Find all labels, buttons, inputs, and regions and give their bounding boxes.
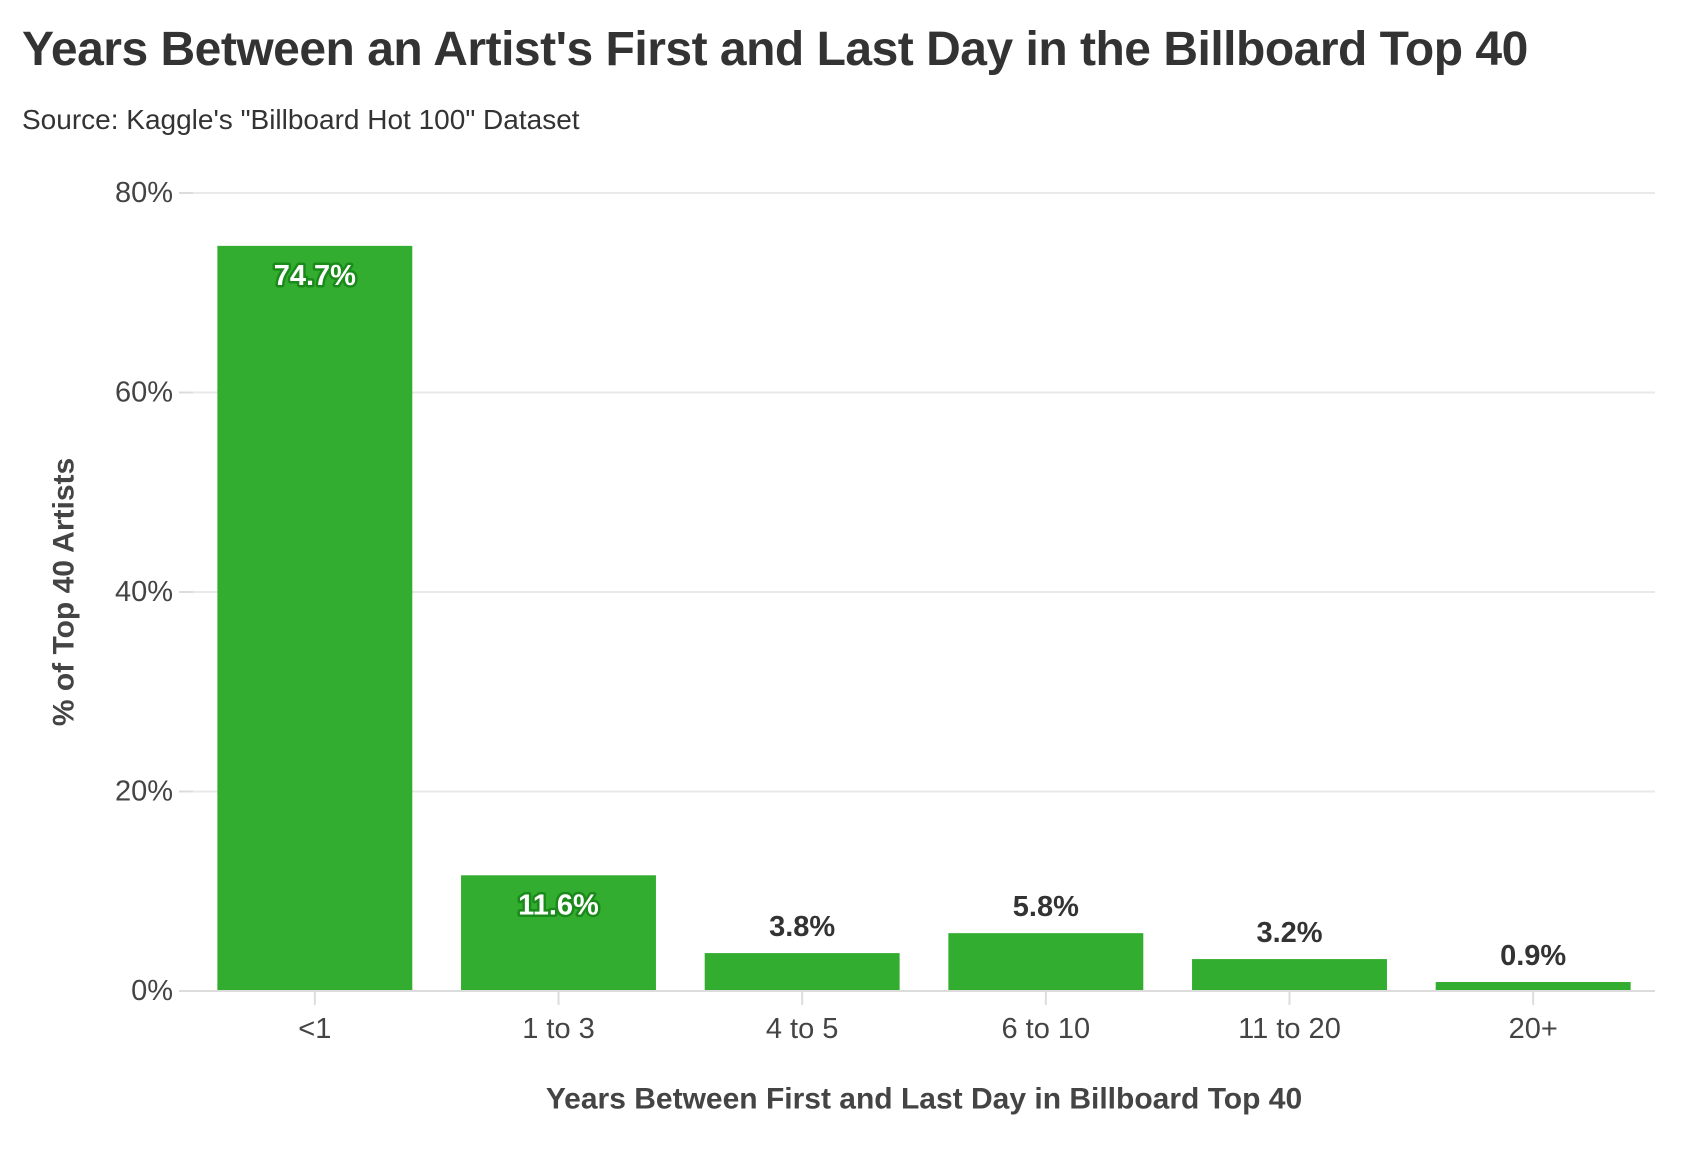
y-tick-label: 20% (115, 776, 173, 808)
data-label: 3.2% (1256, 917, 1322, 949)
y-tick-label: 40% (115, 576, 173, 608)
x-tick-label: <1 (298, 1013, 331, 1045)
bar (948, 933, 1144, 991)
chart-subtitle: Source: Kaggle's "Billboard Hot 100" Dat… (22, 104, 580, 135)
x-tick-label: 20+ (1509, 1013, 1558, 1045)
x-tick-label: 4 to 5 (766, 1013, 839, 1045)
x-axis-title: Years Between First and Last Day in Bill… (546, 1083, 1302, 1116)
bar (1192, 959, 1387, 991)
y-axis-title: % of Top 40 Artists (48, 458, 81, 726)
y-tick-label: 60% (115, 377, 173, 409)
data-label: 74.7% (274, 260, 356, 292)
data-label: 0.9% (1500, 940, 1566, 972)
y-tick-label: 0% (131, 975, 173, 1007)
data-label: 5.8% (1013, 891, 1079, 923)
chart-title: Years Between an Artist's First and Last… (22, 23, 1528, 76)
bar (1435, 982, 1631, 991)
x-tick-label: 11 to 20 (1238, 1013, 1341, 1045)
x-tick-label: 1 to 3 (522, 1013, 595, 1045)
y-tick-label: 80% (115, 177, 173, 209)
data-label: 3.8% (769, 911, 835, 943)
bar (461, 875, 656, 991)
data-label: 11.6% (518, 889, 599, 921)
bar (217, 245, 413, 991)
bar (704, 953, 900, 991)
x-tick-label: 6 to 10 (1001, 1013, 1090, 1045)
